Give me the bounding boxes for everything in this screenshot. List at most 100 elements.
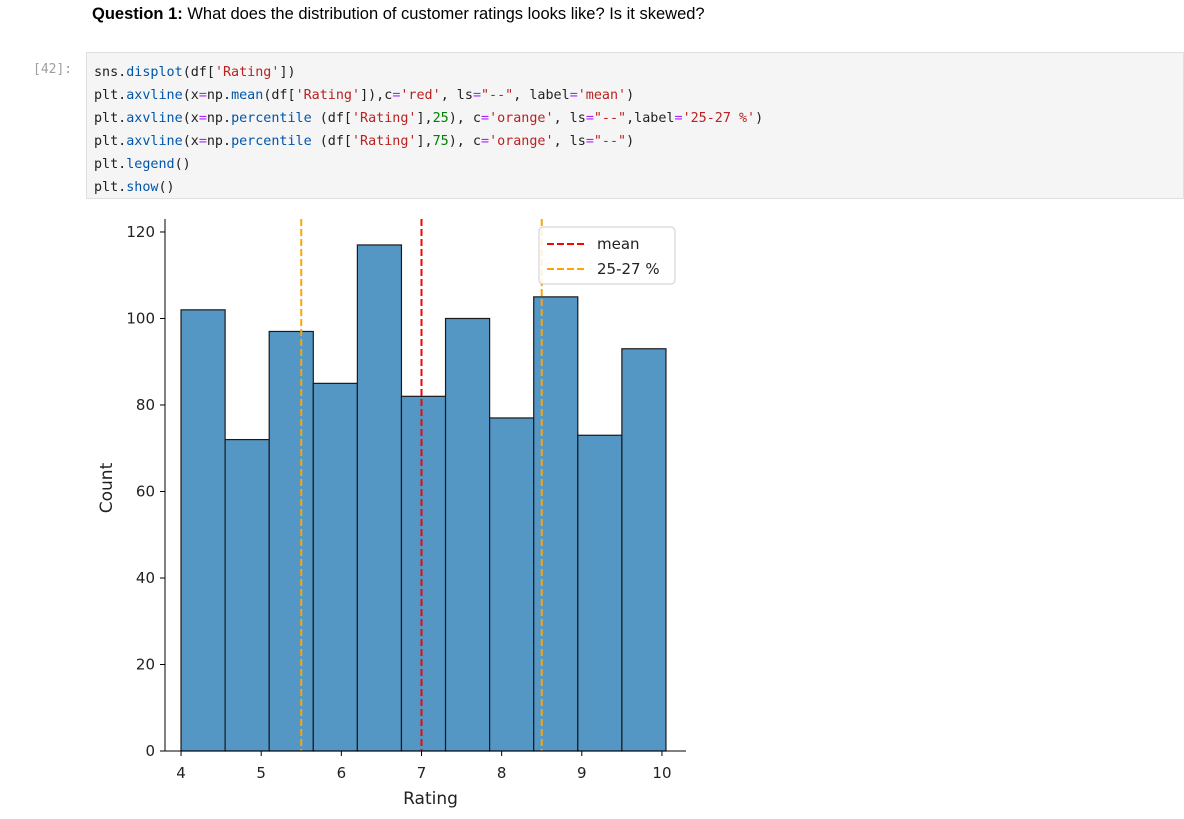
legend-label: mean <box>597 235 640 253</box>
code-token: , label <box>513 88 570 103</box>
code-line: plt.axvline(x=np.percentile (df['Rating'… <box>94 130 763 153</box>
code-token: legend <box>126 157 175 172</box>
bars-group <box>180 244 667 752</box>
histogram-bar <box>533 296 579 752</box>
y-tick-label: 60 <box>136 482 155 500</box>
code-token: = <box>198 134 207 149</box>
code-editor[interactable]: sns.displot(df['Rating']) plt.axvline(x=n… <box>94 61 763 199</box>
histogram-bar <box>224 438 270 752</box>
code-token: '25-27 %' <box>682 111 756 126</box>
code-token: "--" <box>593 134 627 149</box>
code-line: sns.displot(df['Rating']) <box>94 61 763 84</box>
code-token: = <box>481 111 490 126</box>
code-token: ), c <box>448 111 481 126</box>
code-cell[interactable]: sns.displot(df['Rating']) plt.axvline(x=n… <box>86 52 1184 199</box>
code-token: = <box>674 111 683 126</box>
code-token: 'Rating' <box>352 111 417 126</box>
code-token: = <box>392 88 401 103</box>
histogram-bar <box>400 395 447 752</box>
y-axis-label: Count <box>97 462 117 513</box>
code-token: axvline <box>126 134 183 149</box>
code-token: sns. <box>94 65 127 80</box>
code-token: () <box>174 157 191 172</box>
code-line: plt.axvline(x=np.percentile (df['Rating'… <box>94 107 763 130</box>
code-token: 'Rating' <box>352 134 417 149</box>
histogram-bar <box>489 417 535 752</box>
code-token: 'orange' <box>489 134 554 149</box>
code-token: axvline <box>126 111 183 126</box>
code-token: percentile <box>231 134 312 149</box>
code-token: (x <box>182 134 199 149</box>
code-token: 'Rating' <box>214 65 280 80</box>
code-token: (x <box>182 88 199 103</box>
x-axis-label: Rating <box>403 789 458 809</box>
code-token: = <box>198 111 207 126</box>
code-token: np. <box>206 134 232 149</box>
code-token: ], <box>416 134 433 149</box>
code-token: = <box>472 88 481 103</box>
execution-count: [42]: <box>33 62 73 77</box>
code-token: show <box>126 180 159 195</box>
vlines-group <box>300 219 543 751</box>
code-token: plt. <box>94 111 127 126</box>
histogram-bar <box>577 434 623 752</box>
question-label: Question 1: <box>92 5 183 23</box>
x-tick-label: 4 <box>176 764 186 782</box>
histogram-bar <box>444 317 491 752</box>
code-token: ]),c <box>360 88 393 103</box>
code-token: = <box>585 134 594 149</box>
code-token: 'Rating' <box>295 88 361 103</box>
code-token: (df[ <box>311 111 352 126</box>
code-token: plt. <box>94 180 127 195</box>
code-token: displot <box>126 65 183 80</box>
y-tick-label: 100 <box>126 309 155 327</box>
code-token: (df[ <box>182 65 215 80</box>
x-tick-label: 8 <box>497 764 507 782</box>
code-token: ) <box>626 134 635 149</box>
chart-legend: mean 25-27 % <box>538 226 676 285</box>
code-token: = <box>569 88 578 103</box>
code-token: plt. <box>94 157 127 172</box>
histogram-bar <box>356 244 403 752</box>
code-token: np. <box>206 88 232 103</box>
legend-label: 25-27 % <box>597 260 660 278</box>
code-token: plt. <box>94 88 127 103</box>
histogram-bar <box>312 382 358 752</box>
code-token: () <box>158 180 175 195</box>
code-token: = <box>585 111 594 126</box>
code-token: (df[ <box>263 88 296 103</box>
axes-group: 0 20 40 60 80 100 120 4 5 6 7 8 9 10 Rating Count <box>97 219 686 809</box>
y-tick-label: 80 <box>136 396 155 414</box>
code-token: = <box>198 88 207 103</box>
code-token: "--" <box>481 88 514 103</box>
code-token: (df[ <box>311 134 352 149</box>
code-token: ) <box>626 88 635 103</box>
code-token: mean <box>231 88 264 103</box>
x-tick-label: 9 <box>577 764 587 782</box>
code-token: np. <box>206 111 232 126</box>
code-token: 'mean' <box>577 88 627 103</box>
code-token: ), c <box>448 134 481 149</box>
code-token: = <box>481 134 490 149</box>
question-text: What does the distribution of customer r… <box>182 5 705 23</box>
code-token: 'orange' <box>489 111 554 126</box>
x-tick-label: 7 <box>417 764 427 782</box>
code-token: plt. <box>94 134 127 149</box>
y-tick-label: 120 <box>126 223 155 241</box>
code-token: 75 <box>432 134 449 149</box>
code-token: , ls <box>553 134 586 149</box>
code-token: 'red' <box>400 88 441 103</box>
code-token: , ls <box>553 111 586 126</box>
code-token: axvline <box>126 88 183 103</box>
markdown-question: Question 1: What does the distribution o… <box>92 5 705 24</box>
x-tick-label: 6 <box>337 764 347 782</box>
y-tick-label: 0 <box>145 742 155 760</box>
code-line: plt.axvline(x=np.mean(df['Rating']),c='r… <box>94 84 763 107</box>
x-tick-label: 10 <box>652 764 671 782</box>
y-tick-label: 40 <box>136 569 155 587</box>
x-tick-label: 5 <box>256 764 266 782</box>
code-line: plt.legend() <box>94 153 763 176</box>
code-token: ], <box>416 111 433 126</box>
code-line: plt.show() <box>94 176 763 199</box>
y-tick-label: 20 <box>136 655 155 673</box>
